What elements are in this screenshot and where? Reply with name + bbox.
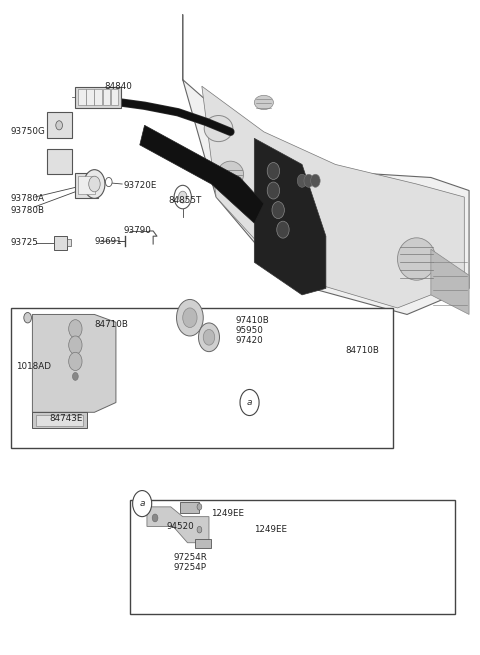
- Bar: [130, 500, 455, 614]
- Bar: [54, 236, 67, 250]
- Bar: [33, 412, 87, 428]
- Text: 84855T: 84855T: [168, 196, 202, 205]
- Circle shape: [69, 336, 82, 354]
- Bar: [47, 112, 72, 138]
- Bar: [67, 240, 71, 246]
- Bar: [195, 539, 211, 548]
- Circle shape: [152, 514, 158, 522]
- Circle shape: [89, 176, 100, 192]
- Text: 93790: 93790: [123, 227, 151, 235]
- Circle shape: [240, 390, 259, 415]
- Circle shape: [69, 352, 82, 371]
- Circle shape: [24, 312, 32, 323]
- Text: 97254P: 97254P: [173, 563, 206, 572]
- Circle shape: [267, 182, 280, 199]
- Bar: [47, 149, 72, 174]
- Text: 95950: 95950: [235, 326, 263, 335]
- Circle shape: [197, 527, 202, 533]
- Circle shape: [272, 202, 284, 219]
- Bar: [95, 90, 102, 105]
- Text: 93691: 93691: [95, 237, 122, 246]
- Polygon shape: [202, 86, 464, 308]
- Text: 97420: 97420: [235, 336, 263, 345]
- Bar: [86, 90, 94, 105]
- Circle shape: [174, 185, 192, 209]
- Circle shape: [56, 121, 62, 130]
- Text: 97410B: 97410B: [235, 316, 269, 326]
- Circle shape: [197, 504, 202, 510]
- Circle shape: [277, 221, 289, 238]
- Circle shape: [106, 178, 112, 187]
- Text: 93750G: 93750G: [11, 127, 46, 136]
- Polygon shape: [33, 314, 116, 412]
- Text: 1249EE: 1249EE: [211, 509, 244, 518]
- Text: a: a: [139, 499, 145, 508]
- Bar: [36, 415, 84, 426]
- Text: 93725: 93725: [11, 238, 39, 247]
- Circle shape: [72, 373, 78, 381]
- Circle shape: [84, 170, 105, 198]
- Polygon shape: [147, 507, 209, 543]
- Bar: [111, 90, 119, 105]
- Text: 1018AD: 1018AD: [16, 362, 51, 371]
- Bar: [78, 90, 86, 105]
- Bar: [75, 87, 120, 107]
- Bar: [75, 173, 98, 198]
- Bar: [11, 308, 393, 448]
- Text: 93720E: 93720E: [123, 181, 156, 190]
- Ellipse shape: [204, 115, 233, 141]
- Ellipse shape: [397, 238, 436, 280]
- Circle shape: [267, 162, 280, 179]
- Circle shape: [203, 329, 215, 345]
- Text: 1249EE: 1249EE: [254, 525, 288, 534]
- Circle shape: [183, 308, 197, 328]
- Text: 84840: 84840: [104, 82, 132, 90]
- Bar: [78, 176, 96, 195]
- Text: 84710B: 84710B: [95, 320, 128, 329]
- Ellipse shape: [254, 96, 274, 109]
- Circle shape: [132, 491, 152, 517]
- Polygon shape: [183, 14, 469, 314]
- Text: 93780A: 93780A: [11, 194, 45, 203]
- Circle shape: [69, 320, 82, 338]
- Polygon shape: [140, 125, 264, 223]
- Circle shape: [311, 174, 320, 187]
- Polygon shape: [254, 138, 326, 295]
- Polygon shape: [431, 250, 469, 314]
- Ellipse shape: [217, 161, 243, 187]
- Circle shape: [177, 299, 203, 336]
- Bar: [103, 90, 110, 105]
- Circle shape: [199, 323, 219, 352]
- Bar: [180, 502, 199, 514]
- Text: 84743E: 84743E: [49, 415, 83, 423]
- Circle shape: [179, 191, 187, 203]
- Text: a: a: [247, 398, 252, 407]
- Circle shape: [297, 174, 307, 187]
- Circle shape: [304, 174, 313, 187]
- Text: 94520: 94520: [166, 522, 194, 531]
- Text: 84710B: 84710B: [345, 346, 379, 355]
- Text: 97254R: 97254R: [173, 553, 207, 561]
- Text: 93780B: 93780B: [11, 206, 45, 215]
